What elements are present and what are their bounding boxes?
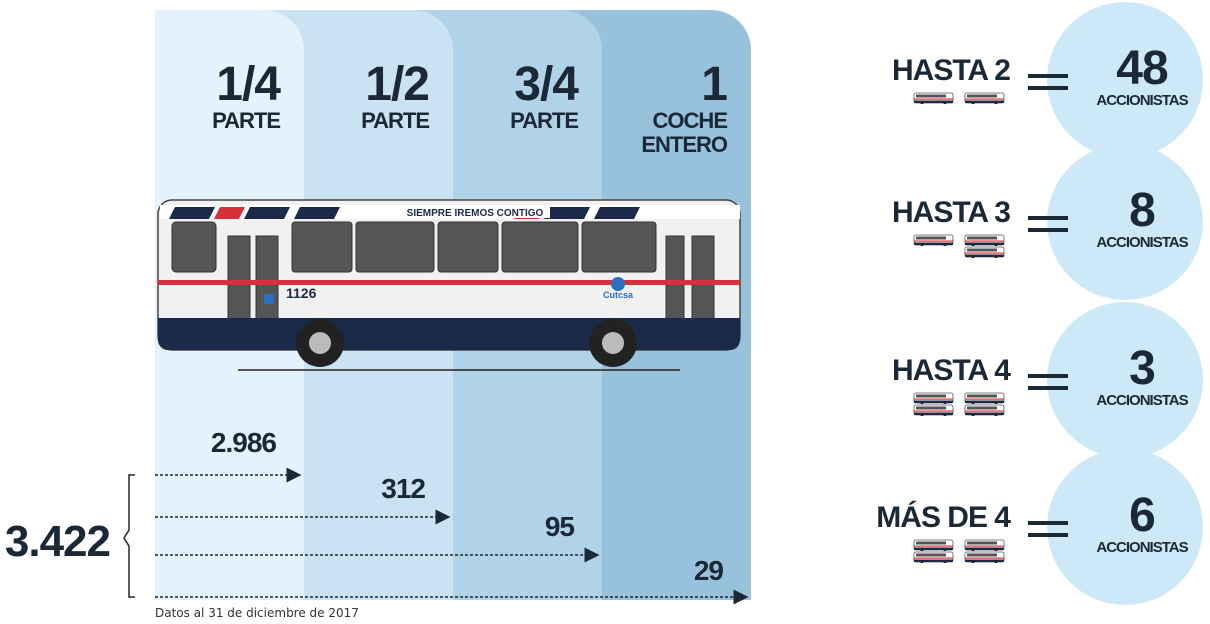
- equals-top: [1028, 74, 1068, 78]
- equals-top: [1028, 216, 1068, 220]
- column-label: PARTE: [510, 108, 578, 133]
- column-fraction: 1/4: [216, 58, 281, 111]
- column-label: PARTE: [212, 108, 280, 133]
- bus-icon: [914, 540, 953, 552]
- bus-slogan: SIEMPRE IREMOS CONTIGO: [407, 208, 544, 219]
- bus-number: 1126: [286, 285, 317, 301]
- bus-icon: [965, 540, 1004, 552]
- count-label: 2.986: [211, 427, 276, 458]
- page: {"columns": [ {"fraction": "1/4", "label…: [0, 0, 1210, 624]
- bus-illustration: SIEMPRE IREMOS CONTIGO 1126 Cutcsa: [158, 200, 740, 370]
- column-fraction: 3/4: [514, 58, 579, 111]
- equals-bottom: [1028, 386, 1068, 390]
- bus-icon: [965, 393, 1004, 405]
- bus-icon: [965, 552, 1004, 564]
- total: 3.422: [5, 517, 110, 566]
- bus-icon: [914, 393, 953, 405]
- group-unit: ACCIONISTAS: [1096, 92, 1188, 109]
- group-circle: [1047, 449, 1203, 605]
- count-label: 95: [545, 511, 575, 542]
- bus-icon: [965, 93, 1004, 105]
- group-label: HASTA 3: [892, 196, 1010, 229]
- equals-bottom: [1028, 533, 1068, 537]
- column-label: PARTE: [361, 108, 429, 133]
- column-label: COCHE: [653, 108, 728, 133]
- bus-icon: [914, 93, 953, 105]
- group-label: MÁS DE 4: [876, 500, 1011, 534]
- bus-icon: [965, 247, 1004, 259]
- group-value: 6: [1129, 489, 1155, 542]
- footnote: Datos al 31 de diciembre de 2017: [155, 606, 359, 620]
- group-unit: ACCIONISTAS: [1096, 539, 1188, 556]
- bus-icon: [914, 552, 953, 564]
- group-label: HASTA 2: [892, 54, 1010, 87]
- bus-icon: [965, 405, 1004, 417]
- brace: [124, 475, 135, 597]
- bus-icon: [914, 405, 953, 417]
- bus-icon: [914, 235, 953, 247]
- count-label: 312: [381, 473, 425, 504]
- equals-top: [1028, 521, 1068, 525]
- bus-icon: [965, 235, 1004, 247]
- group-circle: [1047, 144, 1203, 300]
- group-circle: [1047, 302, 1203, 458]
- group-value: 3: [1129, 342, 1155, 395]
- group-value: 48: [1116, 42, 1168, 95]
- group-label: HASTA 4: [892, 354, 1011, 387]
- equals-bottom: [1028, 228, 1068, 232]
- column-label: ENTERO: [641, 132, 728, 157]
- group-value: 8: [1129, 184, 1155, 237]
- equals-bottom: [1028, 86, 1068, 90]
- group-unit: ACCIONISTAS: [1096, 392, 1188, 409]
- infographic: SIEMPRE IREMOS CONTIGO 1126 Cutcsa 1/4PA…: [0, 0, 1210, 624]
- group-unit: ACCIONISTAS: [1096, 234, 1188, 251]
- column-fraction: 1: [701, 58, 727, 111]
- count-label: 29: [694, 555, 724, 586]
- bus-brand: Cutcsa: [603, 290, 634, 300]
- equals-top: [1028, 374, 1068, 378]
- column-fraction: 1/2: [365, 58, 429, 111]
